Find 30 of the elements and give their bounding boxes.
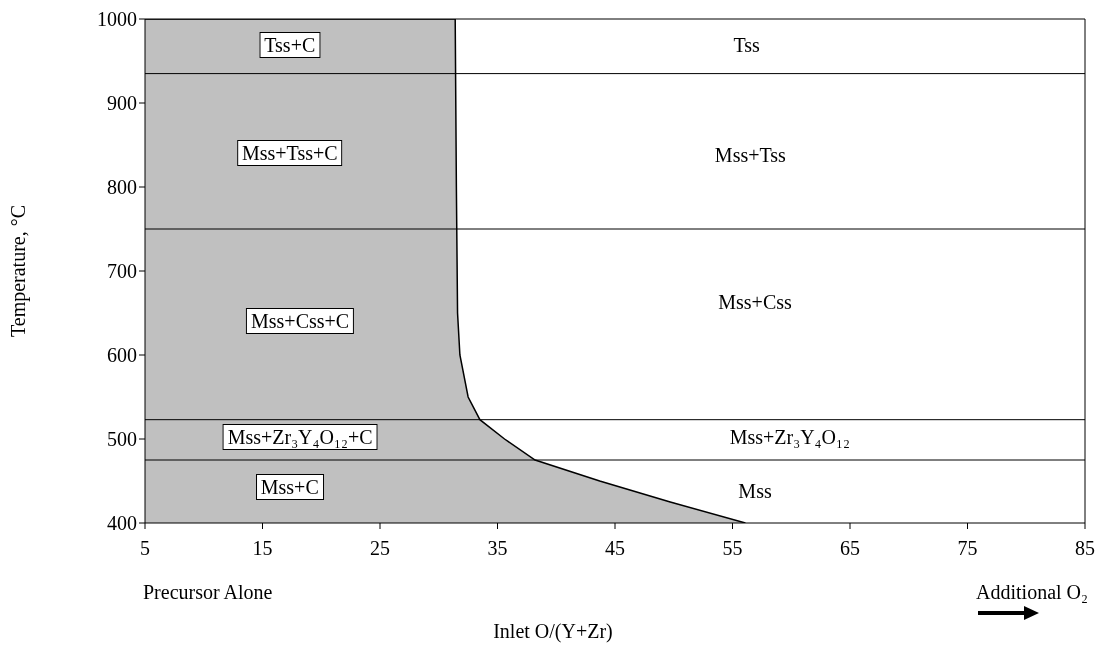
x-tick-label: 75 <box>957 537 978 560</box>
annotation: Mss+Css <box>718 290 792 315</box>
y-tick-label: 500 <box>107 428 137 451</box>
annotation: Mss+Tss <box>714 143 786 168</box>
text: Precursor Alone <box>143 581 273 604</box>
x-tick-label: 45 <box>605 537 625 560</box>
y-tick-label: 1000 <box>97 8 137 31</box>
annotation: Mss+Tss+C <box>236 139 343 166</box>
x-tick-label: 55 <box>722 537 743 560</box>
annotation: Mss <box>738 478 772 503</box>
annotation: Tss+C <box>259 32 321 59</box>
annotation: Mss+C <box>255 473 324 500</box>
x-tick-label: 25 <box>370 537 390 560</box>
y-tick-label: 900 <box>107 92 137 115</box>
x-axis-title: Inlet O/(Y+Zr) <box>492 620 614 643</box>
x-tick-label: 15 <box>252 537 273 560</box>
y-tick-label: 400 <box>107 512 137 535</box>
y-tick-label: 700 <box>107 260 137 283</box>
x-tick-label: 85 <box>1075 537 1095 560</box>
text: Additional O₂ <box>976 581 1088 604</box>
y-tick-label: 800 <box>107 176 137 199</box>
annotation: Tss <box>733 33 760 58</box>
x-tick-label: 65 <box>840 537 860 560</box>
y-tick-label: 600 <box>107 344 137 367</box>
annotation: Mss+Css+C <box>246 308 355 335</box>
annotation: Mss+Zr₃Y₄O₁₂ <box>729 425 850 450</box>
y-axis-title: Temperature, °C <box>7 204 31 338</box>
x-tick-label: 35 <box>487 537 508 560</box>
x-tick-label: 5 <box>140 537 150 560</box>
annotation: Mss+Zr₃Y₄O₁₂+C <box>222 424 378 451</box>
